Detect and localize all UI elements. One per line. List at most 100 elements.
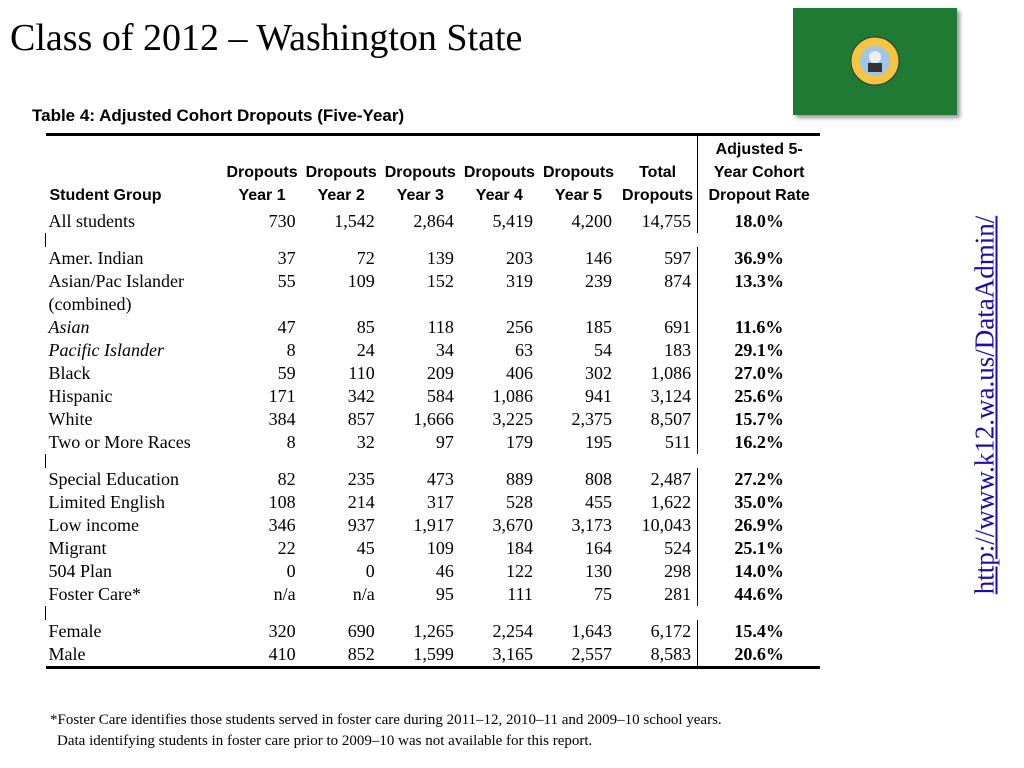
header-cell: Student Group bbox=[46, 135, 223, 211]
table-cell: 3,225 bbox=[492, 409, 533, 429]
table-cell: 730 bbox=[268, 211, 296, 231]
table-row: Asian/Pac Islander (combined) 55 109 152 319… bbox=[46, 270, 821, 316]
header-line: Dropout Rate bbox=[708, 187, 810, 204]
table-cell: 37 bbox=[277, 248, 296, 268]
header-line: Year 2 bbox=[317, 187, 365, 204]
table-cell: 2,864 bbox=[413, 211, 454, 231]
table-row: Migrant 22 45 109 184 164 524 25.1% bbox=[46, 537, 821, 560]
table-cell: 164 bbox=[585, 538, 613, 558]
table-cell: 82 bbox=[277, 469, 296, 489]
table-cell: 690 bbox=[347, 621, 375, 641]
header-cell: Dropouts Year 2 bbox=[302, 135, 381, 211]
table-cell: n/a bbox=[273, 584, 296, 604]
data-table: Student Group Dropouts Year 1 Dropouts Year … bbox=[45, 133, 821, 669]
table-cell: 852 bbox=[347, 644, 375, 664]
table-cell: 16.2% bbox=[697, 431, 821, 454]
source-link[interactable]: http://www.k12.wa.us/DataAdmin/ bbox=[969, 215, 1000, 595]
table-cell: 3,124 bbox=[650, 386, 692, 406]
table-row: Male 410 852 1,599 3,165 2,557 8,583 20.6% bbox=[46, 643, 821, 668]
table-cell: 2,375 bbox=[571, 409, 613, 429]
table-cell: 2,487 bbox=[650, 469, 692, 489]
header-line: Year 5 bbox=[554, 187, 603, 204]
table-cell: n/a bbox=[352, 584, 375, 604]
table-cell: 110 bbox=[348, 363, 375, 383]
table-cell: 47 bbox=[277, 317, 296, 337]
table-cell: 857 bbox=[347, 409, 375, 429]
table-cell: 130 bbox=[585, 561, 613, 581]
table-cell: 59 bbox=[277, 363, 296, 383]
table-cell: 122 bbox=[505, 561, 533, 581]
table-cell: 406 bbox=[505, 363, 533, 383]
table-cell: 209 bbox=[426, 363, 454, 383]
table-cell: All students bbox=[48, 211, 136, 231]
table-cell: 597 bbox=[664, 248, 692, 268]
header-line: Year 4 bbox=[475, 187, 523, 204]
table-cell: 139 bbox=[426, 248, 454, 268]
table-row: Amer. Indian 37 72 139 203 146 597 36.9% bbox=[46, 247, 821, 270]
table-cell: Male bbox=[48, 644, 86, 664]
table-cell: 410 bbox=[268, 644, 296, 664]
table-row: 504 Plan 0 0 46 122 130 298 14.0% bbox=[46, 560, 821, 583]
table-cell: Low income bbox=[48, 515, 139, 535]
table-row: Pacific Islander 8 24 34 63 54 183 29.1% bbox=[46, 339, 821, 362]
table-cell: 27.0% bbox=[697, 362, 821, 385]
table-cell: Asian/Pac Islander (combined) bbox=[48, 271, 184, 314]
table-cell: 26.9% bbox=[697, 514, 821, 537]
table-cell: 1,086 bbox=[650, 363, 692, 383]
table-cell: 97 bbox=[435, 432, 454, 452]
table-cell: 85 bbox=[356, 317, 375, 337]
table-cell: Special Education bbox=[48, 469, 179, 489]
table-cell: 95 bbox=[435, 584, 454, 604]
table-cell: 22 bbox=[277, 538, 296, 558]
table-cell: 25.1% bbox=[697, 537, 821, 560]
table-cell: 1,917 bbox=[413, 515, 454, 535]
table-cell: 203 bbox=[505, 248, 533, 268]
table-cell: 235 bbox=[347, 469, 375, 489]
table-cell: 18.0% bbox=[697, 210, 821, 233]
table-cell: 184 bbox=[505, 538, 533, 558]
table-cell: 281 bbox=[664, 584, 692, 604]
section-gap bbox=[45, 233, 821, 247]
table-cell: 27.2% bbox=[697, 468, 821, 491]
header-cell: Dropouts Year 5 bbox=[539, 135, 618, 211]
header-line: Student Group bbox=[49, 187, 162, 204]
table-cell: 528 bbox=[505, 492, 533, 512]
header-line: Dropouts bbox=[463, 164, 535, 181]
header-line: Year Cohort bbox=[713, 164, 805, 181]
table-cell: Hispanic bbox=[48, 386, 113, 406]
table-cell: 11.6% bbox=[697, 316, 821, 339]
table-cell: 195 bbox=[585, 432, 613, 452]
table-cell: 691 bbox=[664, 317, 692, 337]
footnote-line: Data identifying students in foster care… bbox=[57, 733, 593, 749]
header-cell: Dropouts Year 4 bbox=[460, 135, 539, 211]
table-cell: 1,643 bbox=[571, 621, 613, 641]
table-cell: 8,583 bbox=[650, 644, 692, 664]
table-cell: 8 bbox=[286, 432, 296, 452]
table-cell: Black bbox=[48, 363, 91, 383]
table-cell: White bbox=[48, 409, 93, 429]
header-line: Dropouts bbox=[226, 164, 298, 181]
table-cell: 13.3% bbox=[697, 270, 821, 316]
table-cell: 185 bbox=[585, 317, 613, 337]
table-cell: Migrant bbox=[48, 538, 107, 558]
table-cell: 45 bbox=[356, 538, 375, 558]
table-cell: 342 bbox=[347, 386, 375, 406]
table-cell: 24 bbox=[356, 340, 375, 360]
table-cell: Asian bbox=[48, 317, 90, 337]
table-cell: 504 Plan bbox=[48, 561, 113, 581]
table-row: All students 730 1,542 2,864 5,419 4,200 14,75… bbox=[46, 210, 821, 233]
header-cell: Total Dropouts bbox=[618, 135, 698, 211]
table-cell: 108 bbox=[268, 492, 296, 512]
header-cell: Dropouts Year 3 bbox=[381, 135, 460, 211]
table-row: Black 59 110 209 406 302 1,086 27.0% bbox=[46, 362, 821, 385]
table-cell: 1,666 bbox=[413, 409, 454, 429]
slide-title: Class of 2012 – Washington State bbox=[10, 17, 523, 59]
table-cell: 3,165 bbox=[492, 644, 533, 664]
table-cell: 29.1% bbox=[697, 339, 821, 362]
table-cell: 2,254 bbox=[492, 621, 533, 641]
table-row: Two or More Races 8 32 97 179 195 511 16.2% bbox=[46, 431, 821, 454]
table-cell: Limited English bbox=[48, 492, 166, 512]
table-cell: 874 bbox=[664, 271, 692, 291]
footnote-line: *Foster Care identifies those students s… bbox=[50, 712, 722, 728]
table-cell: 15.4% bbox=[697, 620, 821, 643]
